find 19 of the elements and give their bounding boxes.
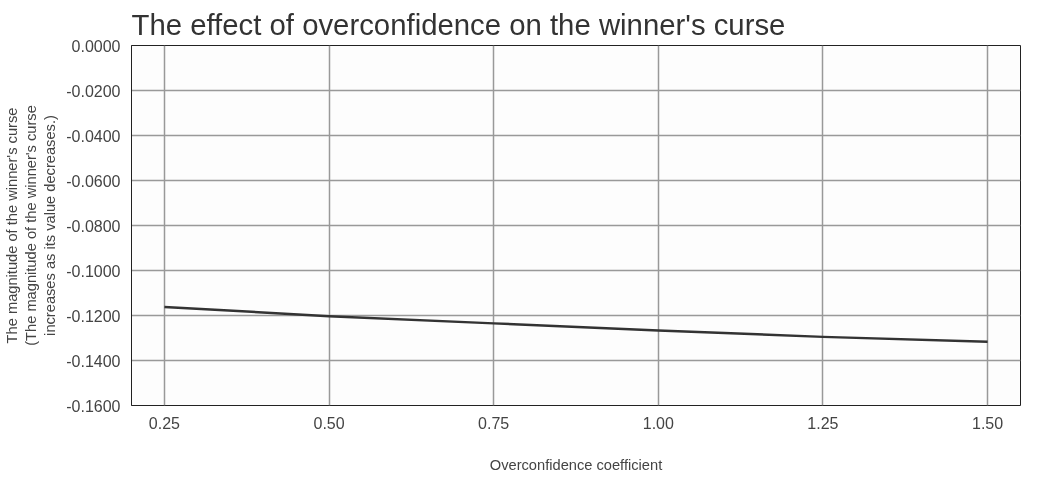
x-tick-label: 0.50	[313, 414, 345, 432]
y-tick-label: -0.0200	[66, 82, 121, 100]
line-series	[163, 305, 989, 344]
y-tick-label: -0.1400	[66, 352, 121, 370]
y-tick-label: -0.1200	[66, 307, 121, 325]
x-axis-title: Overconfidence coefficient	[489, 456, 663, 473]
y-tick-label: -0.1000	[66, 262, 121, 280]
x-tick-label: 1.50	[972, 414, 1004, 432]
x-tick-label: 1.25	[807, 414, 839, 432]
y-axis-title: The magnitude of the winner's curse (The magnitude of the winner's curse increases as its value decreases.)	[3, 105, 59, 346]
y-tick-label: -0.1600	[66, 397, 121, 415]
x-tick-label: 1.00	[642, 414, 674, 432]
y-tick-label: -0.0400	[66, 127, 121, 145]
x-tick-label: 0.25	[148, 414, 181, 432]
y-tick-label: 0.0000	[71, 37, 121, 55]
y-tick-label: -0.0600	[66, 172, 121, 190]
x-tick-label: 0.75	[478, 414, 510, 432]
chart-title: The effect of overconfidence on the winner's curse	[131, 7, 786, 41]
y-tick-label: -0.0800	[66, 217, 121, 235]
